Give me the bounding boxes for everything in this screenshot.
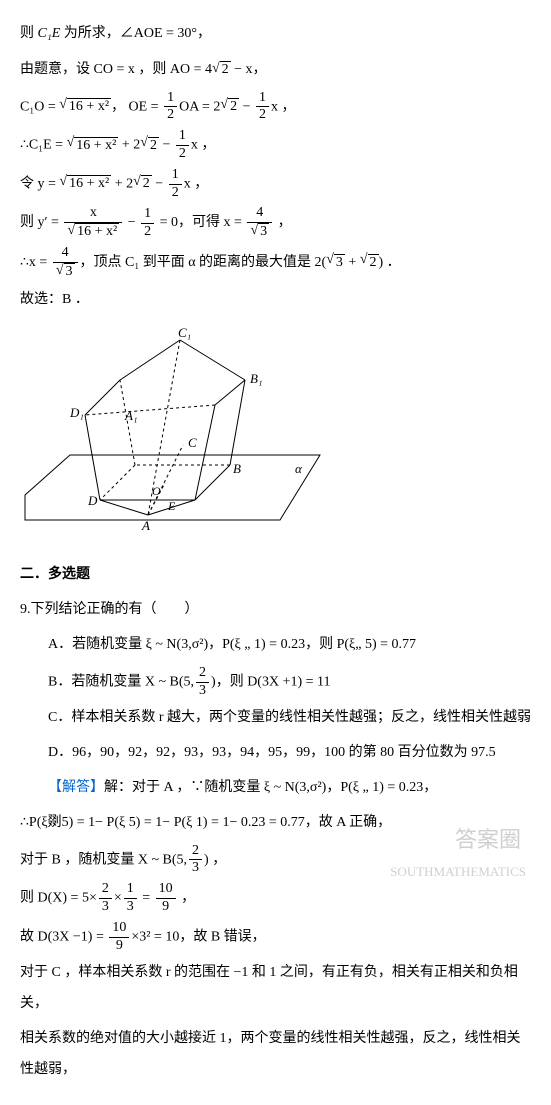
option-c: C．样本相关系数 r 越大，两个变量的线性相关性越强；反之，线性相关性越弱 [20,703,531,734]
answer-b1: 对于 B ，随机变量 X ~ B(5,23) ， [20,843,531,878]
svg-text:B₁: B₁ [250,371,262,386]
line-1: 则 C₁E 为所求，∠AOE = 30°， [20,19,531,50]
svg-text:D: D [87,493,98,508]
svg-text:A: A [141,518,150,533]
svg-text:O: O [152,484,161,498]
answer-a1: 【解答】解：对于 A ，∵随机变量 ξ ~ N(3,σ²)，P(ξ „ 1) =… [20,773,531,804]
svg-text:A₁: A₁ [124,408,137,423]
answer-b3: 故 D(3X −1) = 109×3² = 10，故 B 错误， [20,920,531,955]
cube-diagram: C₁ B₁ D₁ A₁ C B D A O E α [20,325,531,545]
question-9: 9.下列结论正确的有（ ） [20,595,531,626]
option-d: D．96，90，92，92，93，93，94，95，99，100 的第 80 百… [20,738,531,769]
answer-c2: 相关系数的绝对值的大小越接近 1，两个变量的线性相关性越强，反之，线性相关性越弱… [20,1024,531,1086]
line-7: ∴x = 4√3，顶点 C₁ 到平面 α 的距离的最大值是 2(√3 + √2)… [20,245,531,281]
svg-text:D₁: D₁ [69,405,84,420]
option-b: B．若随机变量 X ~ B(5,23)，则 D(3X +1) = 11 [20,665,531,700]
svg-text:C: C [188,435,197,450]
line-5: 令 y = √16 + x² + 2√2 − 12x ， [20,167,531,202]
svg-text:B: B [233,461,241,476]
svg-text:α: α [295,461,303,476]
line-2: 由题意，设 CO = x ，则 AO = 4√2 − x， [20,54,531,86]
svg-text:E: E [167,499,176,513]
line-6: 则 y′ = x√16 + x² − 12 = 0，可得 x = 4√3 ， [20,205,531,241]
answer-a2: ∴P(ξ剟5) = 1− P(ξ 5) = 1− P(ξ 1) = 1− 0.2… [20,808,531,839]
line-4: ∴C₁E = √16 + x² + 2√2 − 12x ， [20,128,531,163]
line-8: 故选：B ． [20,285,531,316]
answer-c1: 对于 C ，样本相关系数 r 的范围在 −1 和 1 之间，有正有负，相关有正相… [20,958,531,1020]
section-2-title: 二．多选题 [20,560,531,591]
line-3: C₁O = √16 + x²， OE = 12OA = 2√2 − 12x ， [20,90,531,125]
svg-text:C₁: C₁ [178,325,191,340]
answer-b2: 则 D(X) = 5×23×13 = 109 ， [20,881,531,916]
option-a: A．若随机变量 ξ ~ N(3,σ²)，P(ξ „ 1) = 0.23，则 P(… [20,630,531,661]
